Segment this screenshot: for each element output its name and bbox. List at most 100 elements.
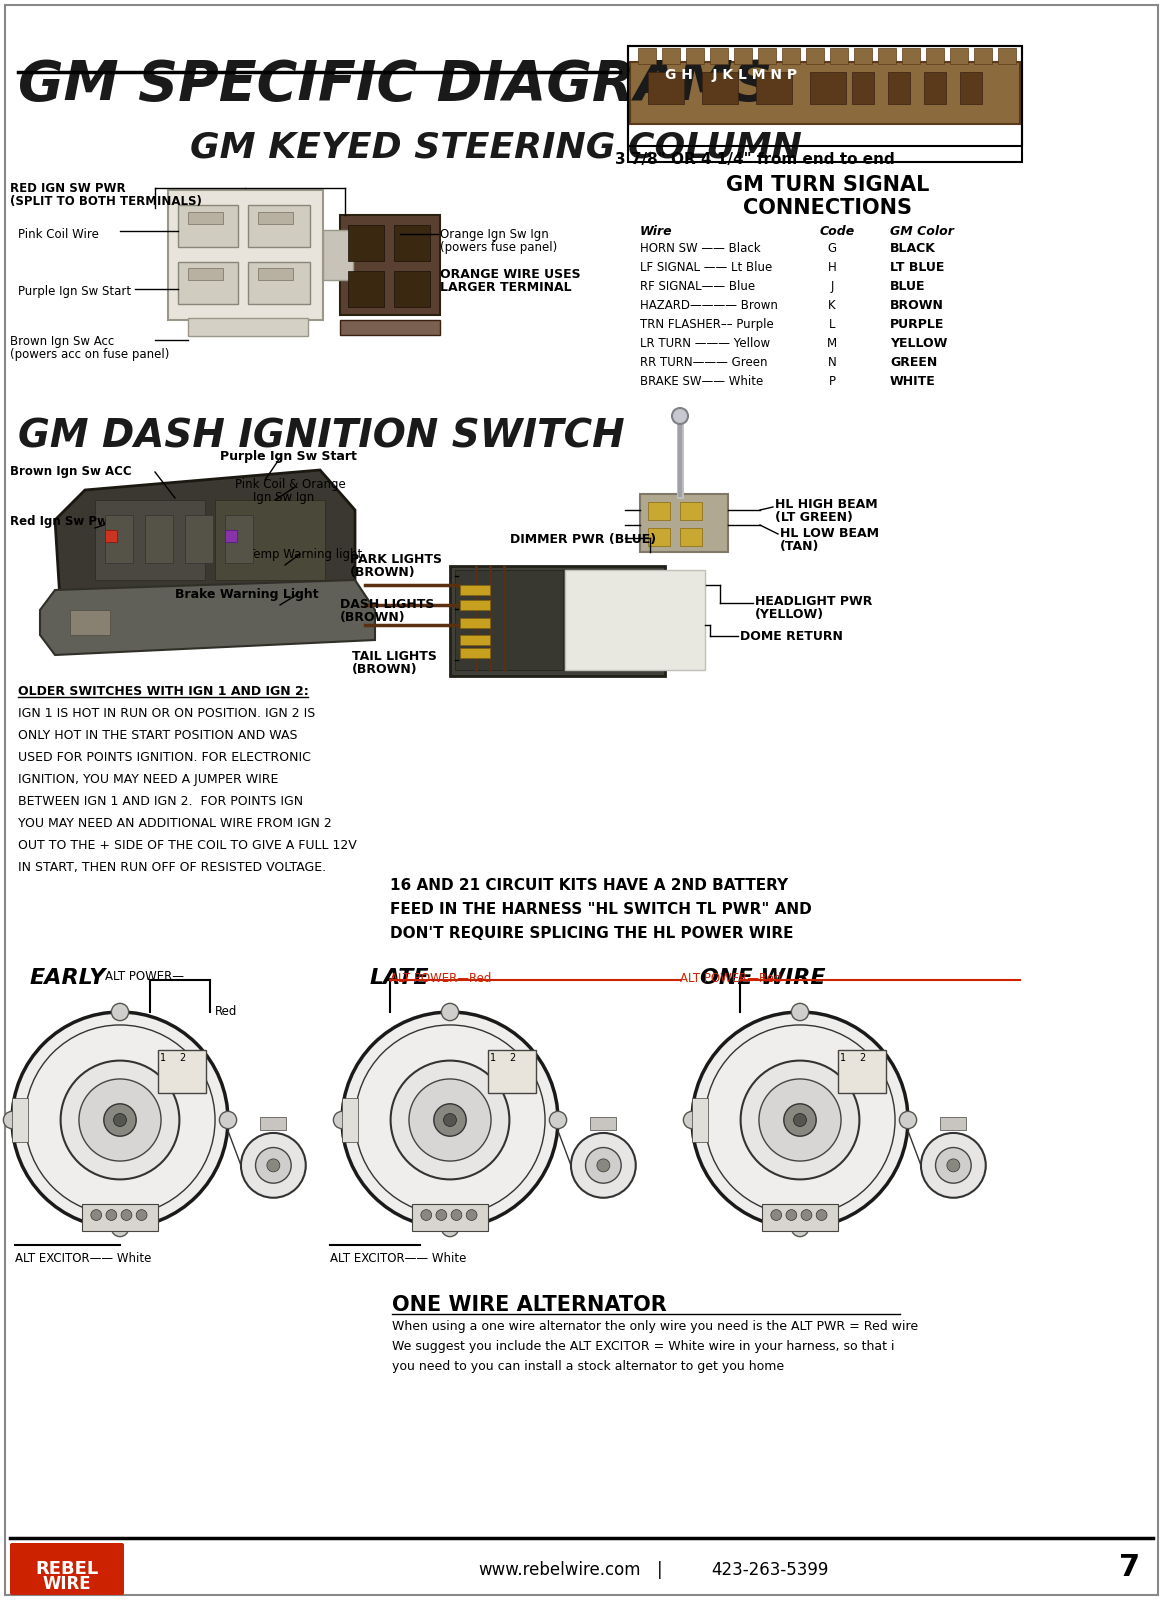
Text: Brake Warning Light: Brake Warning Light — [174, 587, 319, 602]
Circle shape — [3, 1112, 21, 1128]
Bar — [461, 586, 490, 595]
Bar — [461, 648, 490, 658]
Text: BRAKE SW—— White: BRAKE SW—— White — [640, 374, 763, 387]
Circle shape — [12, 1013, 228, 1229]
Circle shape — [60, 1061, 179, 1179]
Circle shape — [91, 1210, 101, 1221]
Text: GM Color: GM Color — [890, 226, 954, 238]
Bar — [105, 530, 117, 542]
Text: IGN 1 IS HOT IN RUN OR ON POSITION. IGN 2 IS: IGN 1 IS HOT IN RUN OR ON POSITION. IGN … — [17, 707, 315, 720]
Text: YELLOW: YELLOW — [890, 338, 948, 350]
Text: ONLY HOT IN THE START POSITION AND WAS: ONLY HOT IN THE START POSITION AND WAS — [17, 730, 298, 742]
Bar — [158, 1050, 206, 1093]
Circle shape — [342, 1013, 558, 1229]
Text: REBEL: REBEL — [35, 1560, 99, 1578]
Text: Code: Code — [820, 226, 855, 238]
Bar — [248, 262, 311, 304]
Bar — [806, 48, 825, 64]
Circle shape — [220, 1112, 236, 1128]
Text: ALT POWER—Red: ALT POWER—Red — [390, 971, 492, 986]
Circle shape — [112, 1003, 129, 1021]
Text: Purple Ign Sw Start: Purple Ign Sw Start — [220, 450, 357, 462]
Bar — [950, 48, 968, 64]
Text: LF SIGNAL —— Lt Blue: LF SIGNAL —— Lt Blue — [640, 261, 772, 274]
Bar — [348, 270, 384, 307]
Circle shape — [672, 408, 688, 424]
Text: 2: 2 — [509, 1053, 515, 1062]
Text: (BROWN): (BROWN) — [340, 611, 406, 624]
Text: We suggest you include the ALT EXCITOR = White wire in your harness, so that i: We suggest you include the ALT EXCITOR =… — [392, 1341, 894, 1354]
Bar — [340, 214, 440, 315]
Text: PURPLE: PURPLE — [890, 318, 944, 331]
Circle shape — [786, 1210, 797, 1221]
Circle shape — [443, 1114, 457, 1126]
Bar — [638, 48, 656, 64]
Circle shape — [571, 1133, 636, 1198]
Bar — [224, 515, 254, 563]
Circle shape — [136, 1210, 147, 1221]
Circle shape — [436, 1210, 447, 1221]
Circle shape — [466, 1210, 477, 1221]
Text: FEED IN THE HARNESS "HL SWITCH TL PWR" AND: FEED IN THE HARNESS "HL SWITCH TL PWR" A… — [390, 902, 812, 917]
Bar — [215, 499, 324, 579]
Text: RED IGN SW PWR: RED IGN SW PWR — [10, 182, 126, 195]
Text: EARLY: EARLY — [30, 968, 106, 987]
Text: (SPLIT TO BOTH TERMINALS): (SPLIT TO BOTH TERMINALS) — [10, 195, 202, 208]
Bar — [248, 205, 311, 246]
Text: (powers fuse panel): (powers fuse panel) — [440, 242, 557, 254]
Circle shape — [106, 1210, 116, 1221]
Bar — [709, 48, 728, 64]
Text: WHITE: WHITE — [890, 374, 936, 387]
Text: DON'T REQUIRE SPLICING THE HL POWER WIRE: DON'T REQUIRE SPLICING THE HL POWER WIRE — [390, 926, 793, 941]
Text: HORN SW —— Black: HORN SW —— Black — [640, 242, 761, 254]
Text: BLACK: BLACK — [890, 242, 936, 254]
Bar — [323, 230, 354, 280]
Text: Brown Ign Sw ACC: Brown Ign Sw ACC — [10, 466, 131, 478]
Bar — [680, 502, 702, 520]
Text: 3 7/8" OR 4 1/4" from end to end: 3 7/8" OR 4 1/4" from end to end — [615, 152, 894, 166]
Text: |: | — [657, 1562, 663, 1579]
Bar — [258, 211, 293, 224]
Bar — [185, 515, 213, 563]
Bar — [628, 46, 1022, 162]
Text: (LT GREEN): (LT GREEN) — [775, 510, 852, 525]
Text: J: J — [830, 280, 834, 293]
Circle shape — [442, 1219, 458, 1237]
Circle shape — [409, 1078, 491, 1162]
Text: 1: 1 — [490, 1053, 497, 1062]
Bar — [628, 46, 1022, 146]
Circle shape — [121, 1210, 131, 1221]
Bar — [662, 48, 680, 64]
FancyBboxPatch shape — [10, 1542, 124, 1595]
Bar — [83, 1205, 158, 1232]
Text: K: K — [828, 299, 836, 312]
Circle shape — [741, 1061, 859, 1179]
Bar — [188, 267, 223, 280]
Bar — [450, 566, 665, 675]
Text: Wire: Wire — [640, 226, 672, 238]
Text: Ign Sw Ign: Ign Sw Ign — [254, 491, 314, 504]
Text: 16 AND 21 CIRCUIT KITS HAVE A 2ND BATTERY: 16 AND 21 CIRCUIT KITS HAVE A 2ND BATTER… — [390, 878, 789, 893]
Circle shape — [816, 1210, 827, 1221]
Text: 423-263-5399: 423-263-5399 — [712, 1562, 829, 1579]
Text: LR TURN ——— Yellow: LR TURN ——— Yellow — [640, 338, 770, 350]
Text: IGNITION, YOU MAY NEED A JUMPER WIRE: IGNITION, YOU MAY NEED A JUMPER WIRE — [17, 773, 278, 786]
Text: (YELLOW): (YELLOW) — [755, 608, 825, 621]
Bar — [782, 48, 800, 64]
Text: you need to you can install a stock alternator to get you home: you need to you can install a stock alte… — [392, 1360, 784, 1373]
Circle shape — [585, 1147, 621, 1182]
Text: GREEN: GREEN — [890, 357, 937, 370]
Text: Red Ign Sw Pwr: Red Ign Sw Pwr — [10, 515, 114, 528]
Text: G: G — [827, 242, 836, 254]
Circle shape — [451, 1210, 462, 1221]
Bar — [809, 72, 846, 104]
Polygon shape — [40, 579, 374, 654]
Text: LARGER TERMINAL: LARGER TERMINAL — [440, 282, 572, 294]
Text: HAZARD———— Brown: HAZARD———— Brown — [640, 299, 778, 312]
Circle shape — [421, 1210, 431, 1221]
Circle shape — [266, 1158, 280, 1171]
Bar — [692, 1099, 708, 1142]
Bar — [756, 72, 792, 104]
Bar — [12, 1099, 28, 1142]
Bar — [342, 1099, 358, 1142]
